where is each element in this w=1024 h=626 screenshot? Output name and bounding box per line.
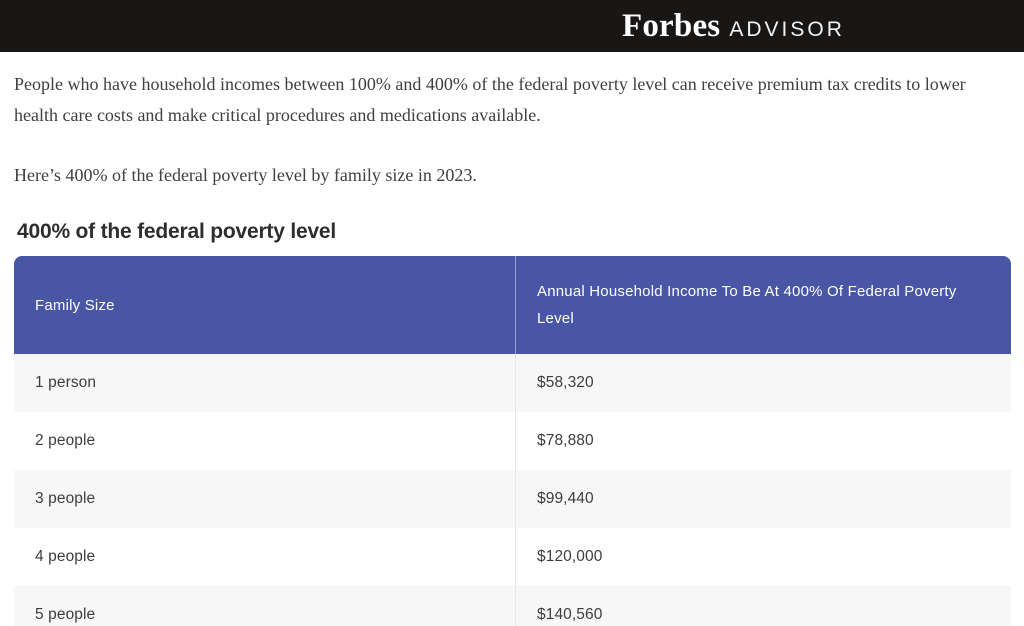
column-header-family-size: Family Size — [14, 256, 516, 354]
table-row: 3 people $99,440 — [14, 470, 1011, 528]
family-size-cell: 1 person — [14, 354, 516, 412]
table-header-row: Family Size Annual Household Income To B… — [14, 256, 1011, 354]
forbes-wordmark: Forbes — [622, 8, 721, 44]
family-size-cell: 3 people — [14, 470, 516, 528]
column-header-income: Annual Household Income To Be At 400% Of… — [537, 283, 957, 327]
income-cell: $99,440 — [537, 490, 594, 507]
article-content: People who have household incomes betwee… — [0, 52, 1024, 626]
advisor-wordmark: ADVISOR — [729, 18, 845, 41]
income-cell: $120,000 — [537, 548, 603, 565]
context-paragraph: Here’s 400% of the federal poverty level… — [14, 165, 477, 185]
income-cell: $58,320 — [537, 374, 594, 391]
family-size-cell: 4 people — [14, 528, 516, 586]
table-row: 4 people $120,000 — [14, 528, 1011, 586]
income-cell: $78,880 — [537, 432, 594, 449]
table-row: 5 people $140,560 — [14, 586, 1011, 626]
family-size-cell: 5 people — [14, 586, 516, 626]
family-size-cell: 2 people — [14, 412, 516, 470]
table-row: 1 person $58,320 — [14, 354, 1011, 412]
forbes-advisor-logo[interactable]: Forbes ADVISOR — [622, 0, 845, 52]
section-heading: 400% of the federal poverty level — [17, 220, 337, 243]
intro-paragraph: People who have household incomes betwee… — [14, 74, 966, 125]
table-row: 2 people $78,880 — [14, 412, 1011, 470]
poverty-level-table: Family Size Annual Household Income To B… — [14, 256, 1011, 626]
top-bar: Forbes ADVISOR — [0, 0, 1024, 52]
table-body: 1 person $58,320 2 people $78,880 3 peop… — [14, 354, 1011, 626]
income-cell: $140,560 — [537, 606, 603, 623]
